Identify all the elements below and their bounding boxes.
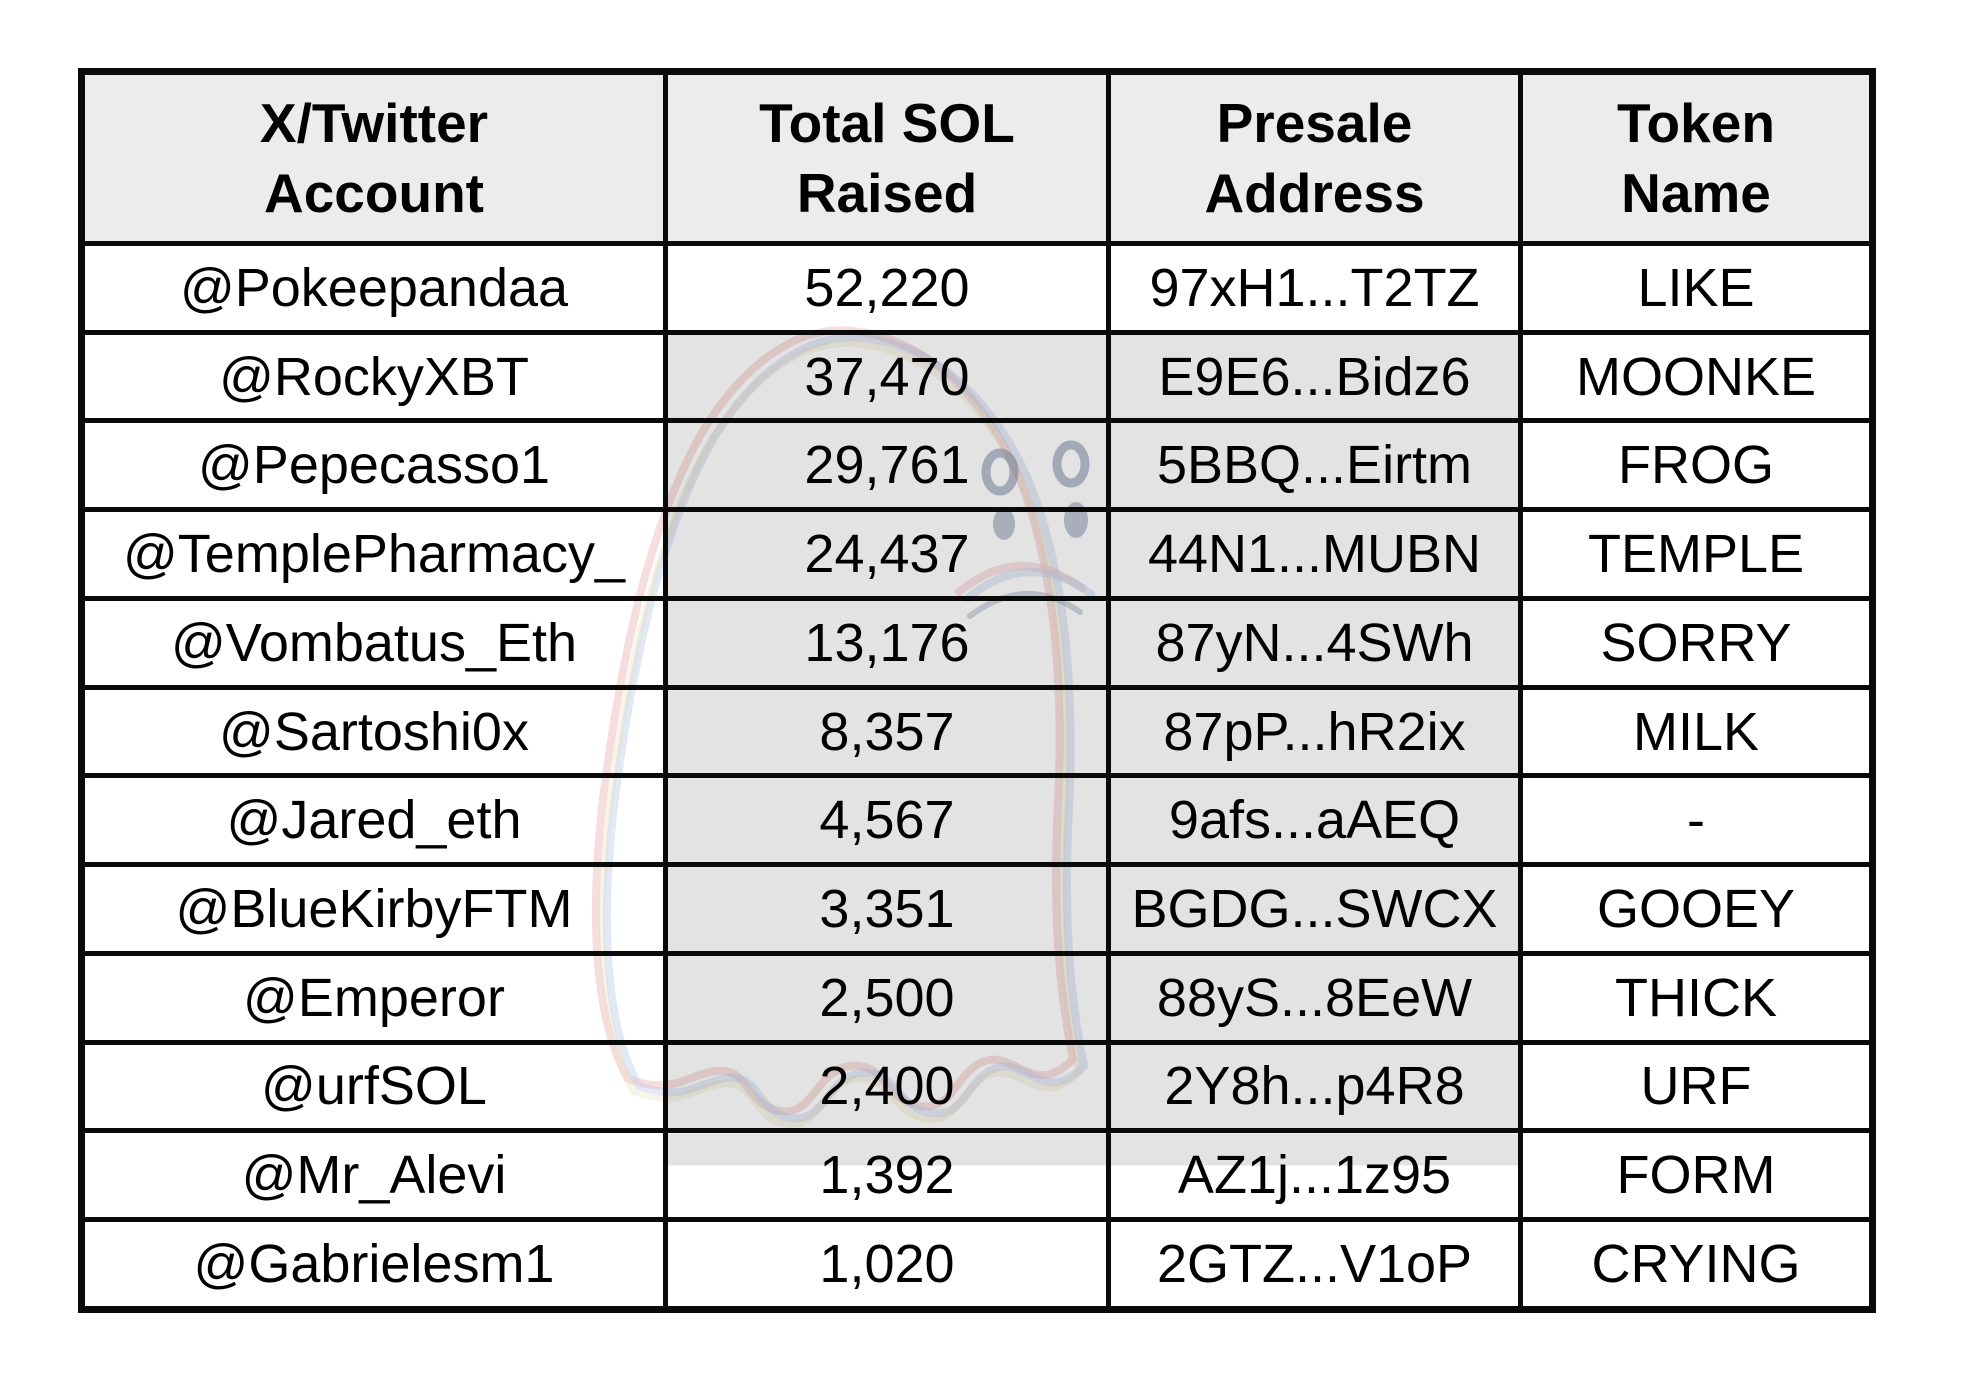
table-row: @Mr_Alevi 1,392 AZ1j...1z95 FORM: [79, 1128, 1875, 1223]
token-cell: TEMPLE: [1518, 507, 1875, 601]
table-row: @urfSOL 2,400 2Y8h...p4R8 URF: [79, 1039, 1875, 1134]
sol-cell: 52,220: [663, 241, 1111, 335]
token-cell: LIKE: [1518, 241, 1875, 335]
account-cell: @Vombatus_Eth: [79, 595, 668, 690]
token-cell: FROG: [1518, 418, 1875, 513]
address-cell: 5BBQ...Eirtm: [1106, 418, 1523, 513]
sol-cell: 37,470: [663, 329, 1111, 424]
address-cell: BGDG...SWCX: [1106, 862, 1523, 956]
account-cell: @RockyXBT: [79, 329, 668, 424]
address-cell: 2Y8h...p4R8: [1106, 1039, 1523, 1134]
account-cell: @urfSOL: [79, 1039, 668, 1134]
table-row: @Pepecasso1 29,761 5BBQ...Eirtm FROG: [79, 418, 1875, 513]
account-cell: @Emperor: [79, 950, 668, 1045]
token-cell: THICK: [1518, 950, 1875, 1045]
account-cell: @Mr_Alevi: [79, 1128, 668, 1223]
table-row: @Vombatus_Eth 13,176 87yN...4SWh SORRY: [79, 595, 1875, 690]
sol-cell: 8,357: [663, 684, 1111, 779]
table-row: @TemplePharmacy_ 24,437 44N1...MUBN TEMP…: [79, 507, 1875, 601]
column-header-sol-raised: Total SOL Raised: [663, 69, 1111, 246]
account-cell: @Jared_eth: [79, 773, 668, 868]
sol-cell: 13,176: [663, 595, 1111, 690]
address-cell: 87yN...4SWh: [1106, 595, 1523, 690]
table-row: @Jared_eth 4,567 9afs...aAEQ -: [79, 773, 1875, 868]
presale-table: X/Twitter Account Total SOL Raised Presa…: [78, 68, 1876, 1313]
sol-cell: 2,400: [663, 1039, 1111, 1134]
sol-cell: 2,500: [663, 950, 1111, 1045]
table-row: @RockyXBT 37,470 E9E6...Bidz6 MOONKE: [79, 329, 1875, 424]
header-row: X/Twitter Account Total SOL Raised Presa…: [79, 69, 1875, 246]
sol-cell: 3,351: [663, 862, 1111, 956]
table-row: @Pokeepandaa 52,220 97xH1...T2TZ LIKE: [79, 241, 1875, 335]
account-cell: @TemplePharmacy_: [79, 507, 668, 601]
sol-cell: 24,437: [663, 507, 1111, 601]
table-row: @Emperor 2,500 88yS...8EeW THICK: [79, 950, 1875, 1045]
table-row: @Sartoshi0x 8,357 87pP...hR2ix MILK: [79, 684, 1875, 779]
column-header-account: X/Twitter Account: [79, 69, 668, 246]
sol-cell: 29,761: [663, 418, 1111, 513]
table-row: @Gabrielesm1 1,020 2GTZ...V1oP CRYING: [79, 1217, 1875, 1312]
address-cell: 88yS...8EeW: [1106, 950, 1523, 1045]
column-header-presale-address: Presale Address: [1106, 69, 1523, 246]
token-cell: CRYING: [1518, 1217, 1875, 1312]
address-cell: AZ1j...1z95: [1106, 1128, 1523, 1223]
token-cell: FORM: [1518, 1128, 1875, 1223]
address-cell: 9afs...aAEQ: [1106, 773, 1523, 868]
address-cell: E9E6...Bidz6: [1106, 329, 1523, 424]
sol-cell: 1,020: [663, 1217, 1111, 1312]
sol-cell: 1,392: [663, 1128, 1111, 1223]
token-cell: MOONKE: [1518, 329, 1875, 424]
token-cell: GOOEY: [1518, 862, 1875, 956]
column-header-token-name: Token Name: [1518, 69, 1875, 246]
token-cell: SORRY: [1518, 595, 1875, 690]
token-cell: URF: [1518, 1039, 1875, 1134]
table-row: @BlueKirbyFTM 3,351 BGDG...SWCX GOOEY: [79, 862, 1875, 956]
token-cell: MILK: [1518, 684, 1875, 779]
account-cell: @BlueKirbyFTM: [79, 862, 668, 956]
account-cell: @Pepecasso1: [79, 418, 668, 513]
account-cell: @Gabrielesm1: [79, 1217, 668, 1312]
address-cell: 2GTZ...V1oP: [1106, 1217, 1523, 1312]
token-cell: -: [1518, 773, 1875, 868]
sol-cell: 4,567: [663, 773, 1111, 868]
address-cell: 44N1...MUBN: [1106, 507, 1523, 601]
account-cell: @Pokeepandaa: [79, 241, 668, 335]
address-cell: 87pP...hR2ix: [1106, 684, 1523, 779]
address-cell: 97xH1...T2TZ: [1106, 241, 1523, 335]
account-cell: @Sartoshi0x: [79, 684, 668, 779]
